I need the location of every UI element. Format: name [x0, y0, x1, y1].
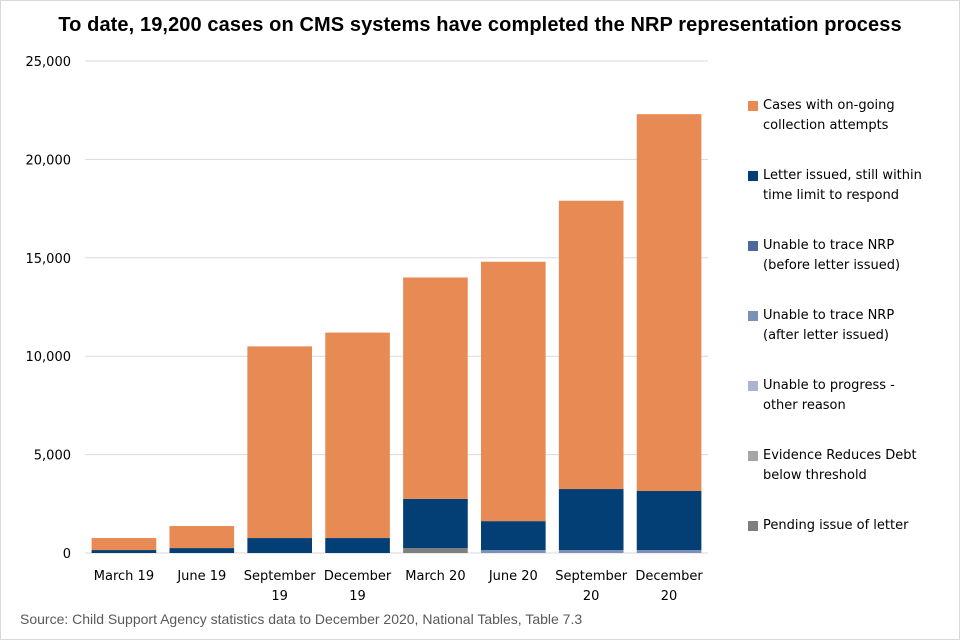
bar-segment	[558, 200, 624, 490]
x-tick-label: 20	[583, 589, 600, 604]
bars	[91, 114, 702, 553]
legend-swatch	[748, 101, 758, 111]
bar-stack	[247, 346, 313, 553]
legend-label: Pending issue of letter	[763, 516, 943, 536]
bar-segment	[169, 548, 235, 553]
legend-item: Cases with on-going collection attempts	[748, 96, 943, 136]
legend-label-line: (after letter issued)	[763, 328, 889, 343]
y-tick-label: 20,000	[26, 153, 72, 168]
x-tick-label: March 20	[405, 569, 465, 584]
legend-label-line: other reason	[763, 398, 846, 413]
x-tick-label: June 19	[176, 569, 226, 584]
x-tick-label: 20	[661, 589, 678, 604]
x-tick-label: 19	[271, 589, 288, 604]
legend-label-line: (before letter issued)	[763, 258, 901, 273]
legend-label-line: Unable to trace NRP	[763, 308, 895, 323]
bar-stack	[636, 114, 702, 553]
legend-item: Unable to progress - other reason	[748, 376, 943, 416]
legend-label-line: collection attempts	[763, 118, 889, 133]
source-note: Source: Child Support Agency statistics …	[20, 611, 583, 627]
x-tick-label: September	[244, 569, 317, 584]
legend-label: Cases with on-going collection attempts	[763, 96, 943, 136]
x-tick-label: June 20	[488, 569, 538, 584]
legend-label-line: Evidence Reduces Debt	[763, 448, 917, 463]
legend-swatch	[748, 311, 758, 321]
bar-segment	[558, 550, 624, 553]
legend-item: Letter issued, still within time limit to…	[748, 166, 943, 206]
legend-swatch	[748, 451, 758, 461]
legend-label-line: time limit to respond	[763, 188, 899, 203]
legend-label: Evidence Reduces Debt below threshold	[763, 446, 943, 486]
bar-segment	[480, 261, 546, 522]
bar-stack	[169, 526, 235, 553]
bar-segment	[636, 114, 702, 492]
legend-label: Unable to trace NRP (before letter issued…	[763, 236, 943, 276]
bar-segment	[558, 489, 624, 551]
y-tick-label: 5,000	[34, 449, 71, 464]
legend-label-line: Unable to progress -	[763, 378, 895, 393]
bar-segment	[403, 548, 468, 553]
legend-item: Unable to trace NRP (after letter issued)	[748, 306, 943, 346]
y-tick-label: 10,000	[26, 350, 72, 365]
x-tick-label: 19	[349, 589, 366, 604]
legend-item: Evidence Reduces Debt below threshold	[748, 446, 943, 486]
legend-label: Letter issued, still within time limit to…	[763, 166, 943, 206]
legend-label-line: Cases with on-going	[763, 98, 895, 113]
x-tick-label: September	[555, 569, 628, 584]
legend-swatch	[748, 381, 758, 391]
legend-swatch	[748, 521, 758, 531]
bar-stack	[480, 261, 546, 553]
x-axis-ticks: March 19 June 19 September 19 December 19 Marc…	[94, 569, 704, 604]
legend-label: Unable to progress - other reason	[763, 376, 943, 416]
bar-segment	[91, 538, 157, 551]
bar-stack	[91, 538, 157, 553]
legend-label: Unable to trace NRP (after letter issued)	[763, 306, 943, 346]
chart-title: To date, 19,200 cases on CMS systems hav…	[58, 14, 902, 36]
bar-stack	[325, 332, 390, 553]
y-tick-label: 25,000	[26, 55, 72, 70]
x-tick-label: December	[635, 569, 703, 584]
x-tick-label: December	[324, 569, 392, 584]
legend-item: Pending issue of letter	[748, 516, 943, 536]
bar-segment	[169, 526, 235, 549]
legend-label-line: Letter issued, still within	[763, 168, 922, 183]
bar-segment	[91, 550, 157, 553]
bar-segment	[247, 346, 313, 539]
bar-segment	[480, 550, 546, 553]
bar-stack	[558, 200, 624, 553]
bar-segment	[403, 498, 468, 549]
x-tick-label: March 19	[94, 569, 154, 584]
legend-label-line: Pending issue of letter	[763, 518, 909, 533]
legend-label-line: Unable to trace NRP	[763, 238, 895, 253]
bar-segment	[325, 332, 390, 539]
y-tick-label: 0	[63, 547, 71, 562]
legend-item: Unable to trace NRP (before letter issued…	[748, 236, 943, 276]
bar-segment	[403, 277, 468, 499]
y-tick-label: 15,000	[26, 252, 72, 267]
bar-stack	[403, 277, 468, 553]
y-axis-ticks: 0 5,000 10,000 15,000 20,000 25,000	[26, 55, 72, 562]
bar-segment	[636, 491, 702, 551]
bar-segment	[247, 538, 313, 553]
legend-label-line: below threshold	[763, 468, 867, 483]
legend-swatch	[748, 241, 758, 251]
bar-segment	[636, 550, 702, 553]
legend-swatch	[748, 171, 758, 181]
bar-segment	[480, 521, 546, 551]
bar-segment	[325, 538, 390, 553]
